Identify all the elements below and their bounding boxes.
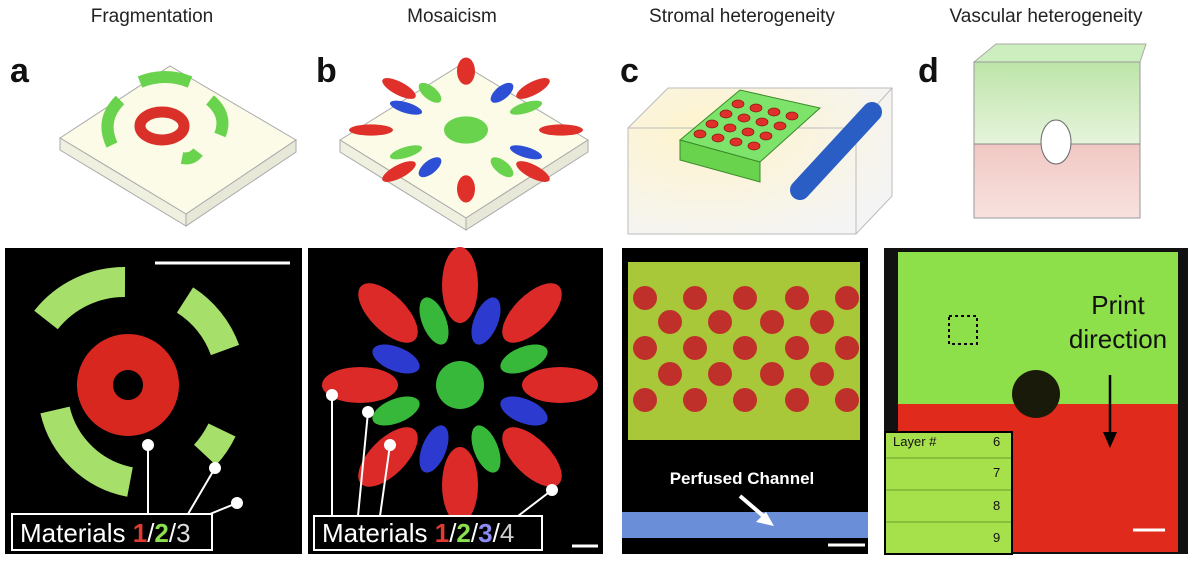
schematic-b [339, 57, 589, 231]
image-d: Print direction Layer # 6 7 8 9 [884, 248, 1188, 555]
schematic-d [972, 43, 1147, 219]
layer-number: 9 [993, 530, 1000, 545]
panel-title: Stromal heterogeneity [649, 6, 835, 27]
annotation: Print [1091, 290, 1145, 320]
panel-letter: a [10, 52, 30, 90]
legend: Materials 1/2/3/4 [322, 518, 514, 548]
annotation: Perfused Channel [670, 469, 815, 488]
image-b: Materials 1/2/3/4 [308, 247, 603, 554]
panel-letter: c [620, 52, 639, 90]
panel-title: Mosaicism [407, 6, 497, 27]
panel-title: Vascular heterogeneity [950, 6, 1143, 27]
schematic-a [59, 65, 297, 227]
panel-letter: b [316, 52, 337, 90]
panel-title: Fragmentation [91, 6, 214, 27]
legend: Materials 1/2/3 [20, 518, 191, 548]
schematic-c [627, 87, 893, 235]
image-a: Materials 1/2/3 [5, 248, 302, 554]
panel-letter: d [918, 52, 939, 90]
layer-number: 7 [993, 465, 1000, 480]
image-c: Perfused Channel [622, 248, 868, 554]
annotation: direction [1069, 324, 1167, 354]
layer-number: 8 [993, 498, 1000, 513]
layer-number: 6 [993, 434, 1000, 449]
inset-label: Layer # [893, 434, 937, 449]
